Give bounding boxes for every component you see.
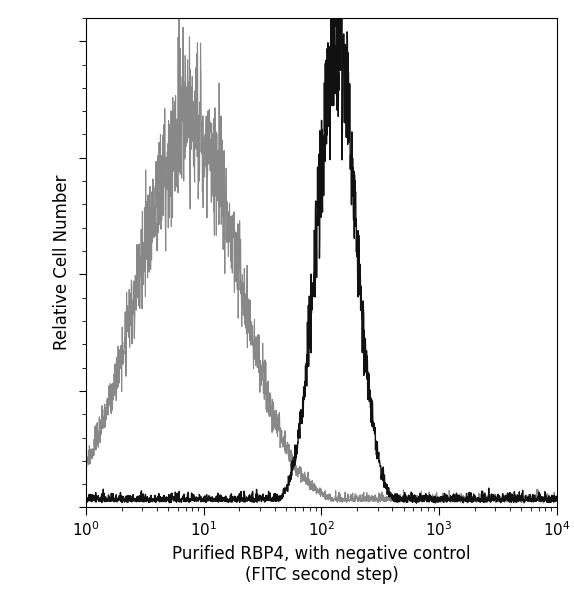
- Y-axis label: Relative Cell Number: Relative Cell Number: [53, 175, 71, 350]
- X-axis label: Purified RBP4, with negative control
(FITC second step): Purified RBP4, with negative control (FI…: [172, 545, 471, 584]
